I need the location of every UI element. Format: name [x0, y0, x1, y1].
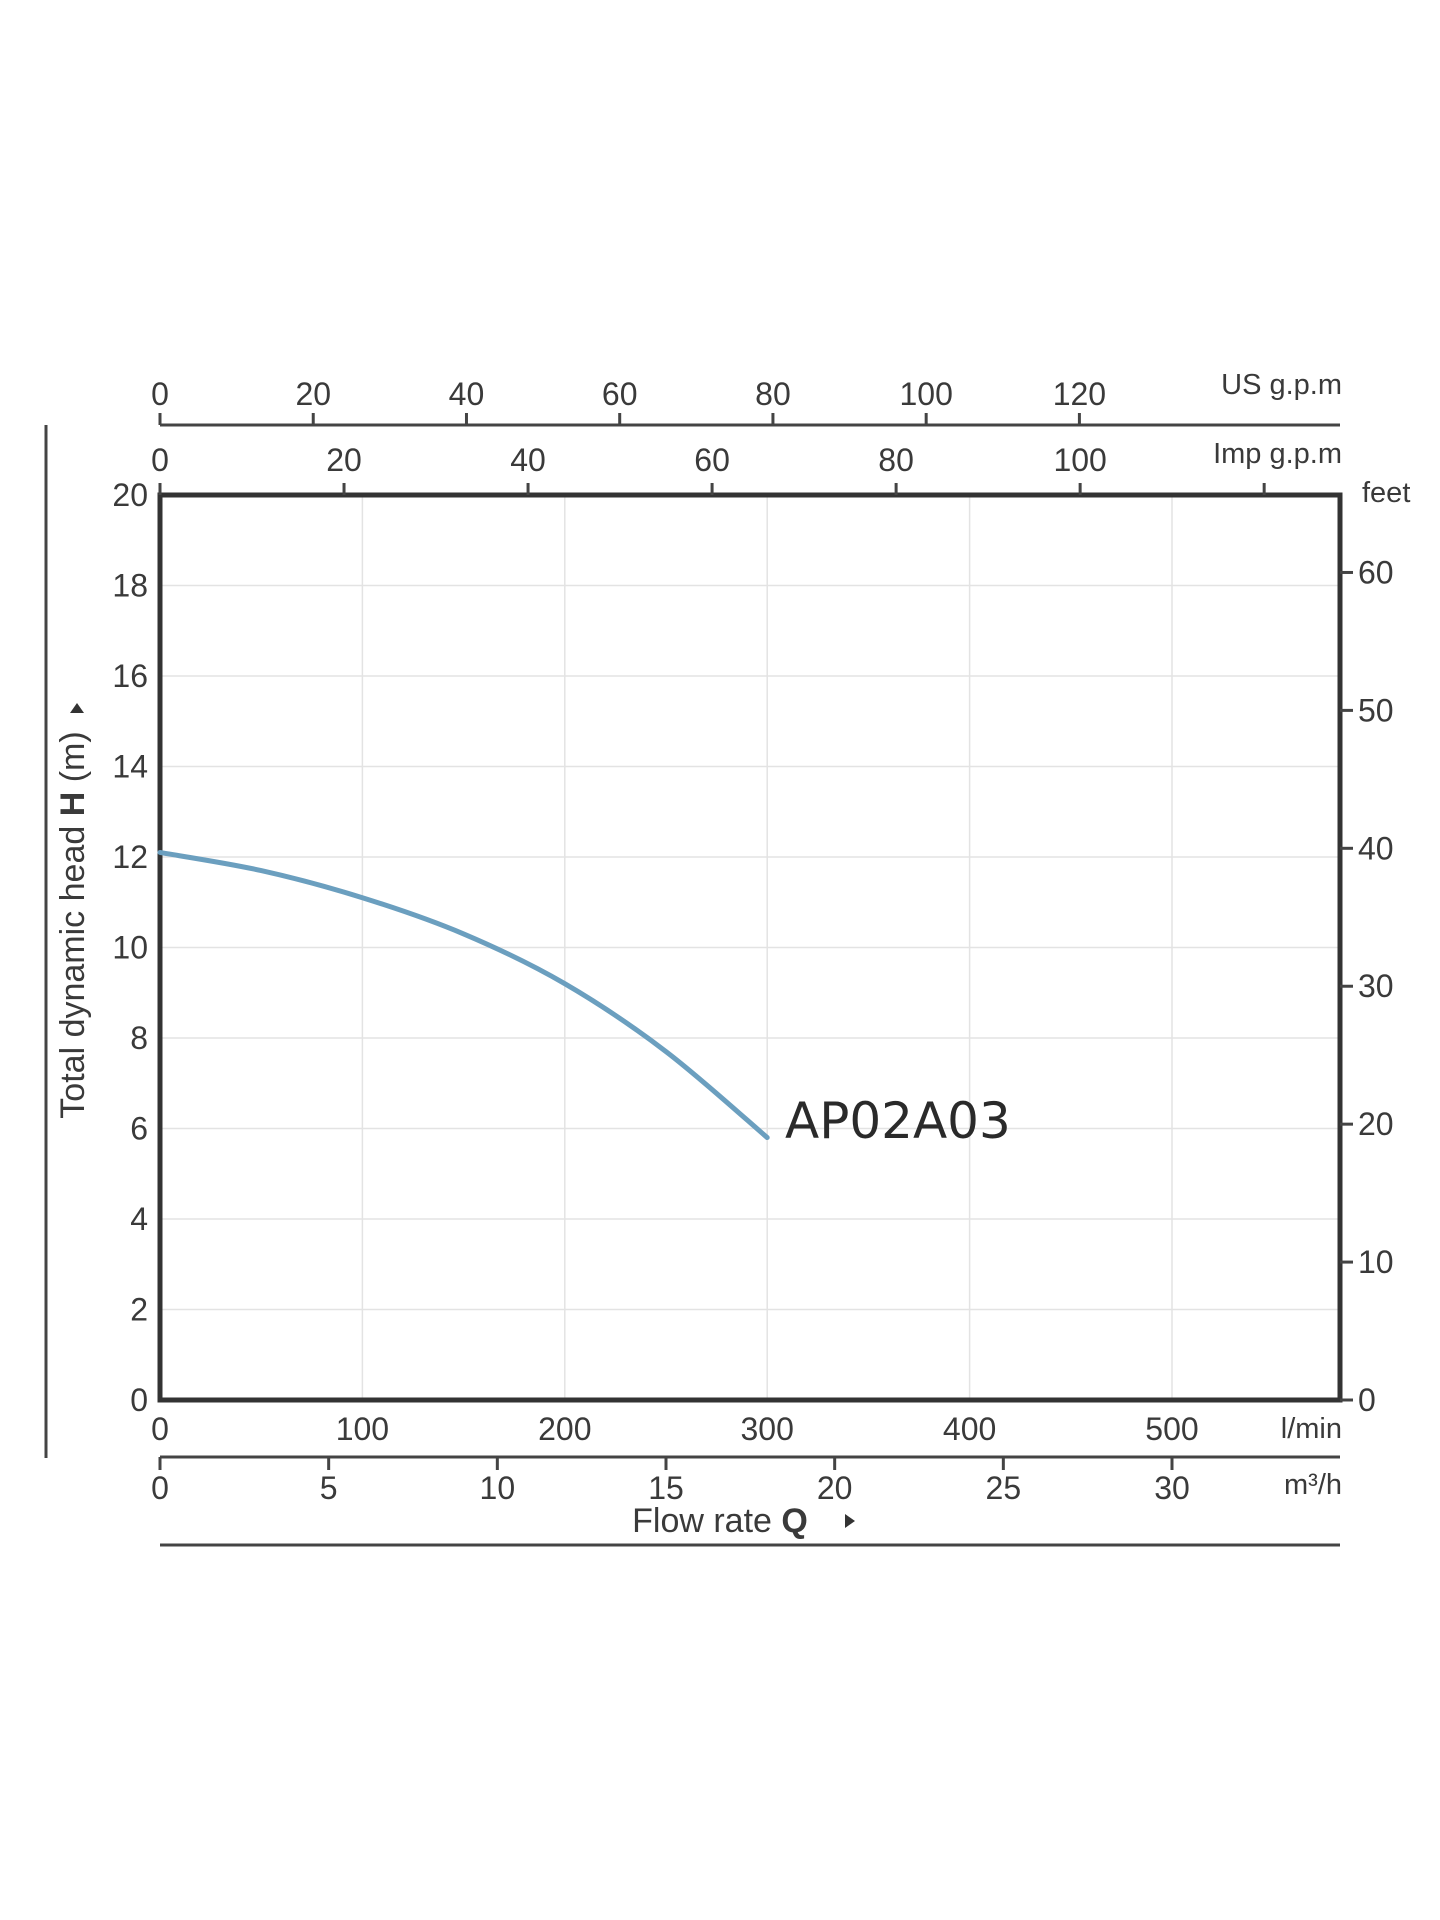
x-tick-label: 500 [1145, 1411, 1198, 1447]
y-tick-label: 10 [112, 930, 148, 966]
x-axis-label: Flow rate [632, 1502, 772, 1540]
unit-feet: feet [1362, 477, 1410, 509]
m3h-tick-label: 10 [480, 1470, 516, 1506]
y-axis-symbol: H [54, 792, 92, 817]
imp-gpm-tick-label: 40 [510, 442, 546, 478]
curve-label: AP02A03 [785, 1092, 1011, 1150]
x-tick-label: 300 [741, 1411, 794, 1447]
feet-tick-label: 40 [1358, 830, 1394, 866]
y-axis-unit: (m) [54, 731, 92, 782]
us-gpm-tick-label: 80 [755, 376, 791, 412]
plot-frame [157, 492, 1343, 1403]
feet-tick-label: 50 [1358, 692, 1394, 728]
y-tick-label: 18 [112, 568, 148, 604]
y-tick-label: 4 [130, 1201, 148, 1237]
feet-tick-label: 20 [1358, 1106, 1394, 1142]
feet-tick-label: 10 [1358, 1244, 1394, 1280]
m3h-tick-label: 0 [151, 1470, 169, 1506]
imp-gpm-tick-label: 80 [878, 442, 914, 478]
y-tick-label: 12 [112, 839, 148, 875]
x-tick-label: 400 [943, 1411, 996, 1447]
us-gpm-tick-label: 100 [899, 376, 952, 412]
y-tick-label: 14 [112, 749, 148, 785]
us-gpm-tick-label: 40 [449, 376, 485, 412]
y-tick-label: 2 [130, 1292, 148, 1328]
m3h-tick-label: 15 [648, 1470, 684, 1506]
feet-tick-label: 60 [1358, 554, 1394, 590]
feet-tick-label: 0 [1358, 1382, 1376, 1418]
us-gpm-tick-label: 120 [1053, 376, 1106, 412]
y-axis-title: Total dynamic head H (m) [54, 731, 92, 1118]
m3h-tick-label: 20 [817, 1470, 853, 1506]
x-axis-title: Flow rate Q [632, 1502, 808, 1540]
us-gpm-tick-label: 20 [295, 376, 331, 412]
x-tick-label: 200 [538, 1411, 591, 1447]
unit-us-gpm: US g.p.m [1221, 369, 1342, 401]
us-gpm-tick-label: 60 [602, 376, 638, 412]
m3h-tick-label: 25 [986, 1470, 1022, 1506]
y-tick-label: 6 [130, 1111, 148, 1147]
x-tick-label: 100 [336, 1411, 389, 1447]
x-tick-label: 0 [151, 1411, 169, 1447]
imp-gpm-tick-label: 100 [1053, 442, 1106, 478]
y-tick-label: 8 [130, 1020, 148, 1056]
series-line-0 [157, 849, 770, 1141]
imp-gpm-tick-label: 60 [694, 442, 730, 478]
imp-gpm-tick-label: 20 [326, 442, 362, 478]
m3h-tick-label: 5 [320, 1470, 338, 1506]
us-gpm-tick-label: 0 [151, 376, 169, 412]
grid-lines [160, 495, 1340, 1400]
y-tick-label: 0 [130, 1382, 148, 1418]
y-tick-label: 16 [112, 658, 148, 694]
y-tick-label: 20 [112, 477, 148, 513]
feet-tick-label: 30 [1358, 968, 1394, 1004]
unit-m3h: m³/h [1284, 1469, 1342, 1501]
unit-imp-gpm: Imp g.p.m [1213, 438, 1342, 470]
y-axis-arrow-icon [70, 703, 84, 713]
imp-gpm-tick-label: 0 [151, 442, 169, 478]
x-axis-symbol: Q [781, 1502, 807, 1540]
unit-lmin: l/min [1281, 1413, 1342, 1445]
axes [44, 413, 1353, 1547]
x-axis-arrow-icon [845, 1514, 855, 1528]
series-layer [157, 849, 770, 1141]
y-axis-label: Total dynamic head [54, 826, 92, 1119]
m3h-tick-label: 30 [1154, 1470, 1190, 1506]
